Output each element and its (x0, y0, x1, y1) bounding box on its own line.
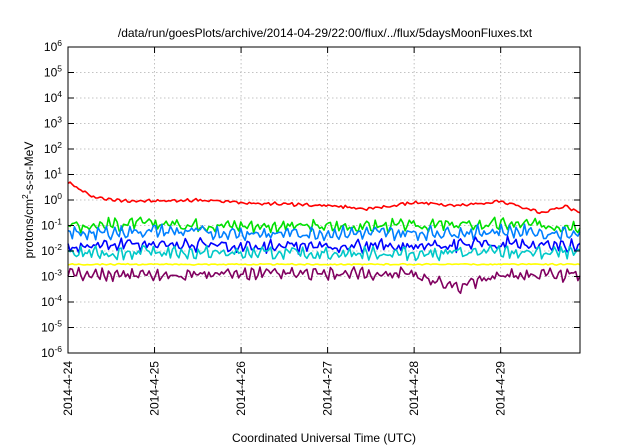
y-tick-exponent: -1 (54, 217, 62, 227)
y-tick-base: 10 (44, 66, 58, 80)
y-tick-exponent: 6 (57, 38, 62, 48)
y-tick-label: 10-5 (41, 319, 62, 335)
y-tick-exponent: -2 (54, 242, 62, 252)
y-tick-base: 10 (41, 295, 55, 309)
y-tick-base: 10 (41, 270, 55, 284)
series-line-5 (67, 244, 581, 262)
y-tick-base: 10 (41, 321, 55, 335)
y-tick-base: 10 (41, 346, 55, 360)
x-axis-ticks: 2014-4-24 2014-4-25 2014-4-26 2014-4-27 2014… (61, 47, 508, 416)
y-tick-label: 10-1 (41, 217, 62, 233)
y-tick-exponent: 5 (57, 64, 62, 74)
y-tick-base: 10 (44, 91, 58, 105)
y-tick-exponent: -4 (54, 293, 62, 303)
y-tick-exponent: 0 (57, 191, 62, 201)
y-tick-label: 103 (44, 115, 62, 131)
y-tick-base: 10 (44, 40, 58, 54)
y-tick-label: 10-2 (41, 242, 62, 258)
x-tick-label: 2014-4-29 (494, 361, 508, 416)
x-tick-label: 2014-4-24 (61, 361, 75, 416)
x-tick-label: 2014-4-28 (407, 361, 421, 416)
y-tick-label: 101 (44, 166, 62, 182)
series-line-6 (67, 262, 581, 266)
chart-title: /data/run/goesPlots/archive/2014-04-29/2… (118, 26, 533, 40)
y-tick-label: 104 (44, 89, 62, 105)
y-tick-label: 100 (44, 191, 62, 207)
y-tick-base: 10 (41, 244, 55, 258)
y-tick-base: 10 (44, 168, 58, 182)
y-tick-base: 10 (44, 117, 58, 131)
y-tick-label: 10-6 (41, 344, 62, 360)
y-axis-label-part: protons/cm (22, 199, 36, 258)
y-axis-label-exponent: 2 (20, 194, 30, 199)
y-axis-ticks: 10610510410310210110010-110-210-310-410-… (41, 38, 580, 360)
y-tick-label: 105 (44, 64, 62, 80)
y-tick-exponent: -5 (54, 319, 62, 329)
y-tick-exponent: -6 (54, 344, 62, 354)
series-line-7 (67, 266, 581, 295)
y-tick-base: 10 (41, 219, 55, 233)
y-tick-exponent: 4 (57, 89, 62, 99)
y-axis-label-part: -s-sr-MeV (22, 142, 36, 195)
y-tick-base: 10 (44, 193, 58, 207)
y-tick-label: 10-4 (41, 293, 62, 309)
grid-lines (68, 47, 580, 353)
y-tick-exponent: 3 (57, 115, 62, 125)
series-line-4 (67, 235, 581, 255)
series-lines (67, 181, 581, 295)
y-tick-exponent: 1 (57, 166, 62, 176)
y-tick-label: 10-3 (41, 268, 62, 284)
y-tick-exponent: 2 (57, 140, 62, 150)
y-tick-exponent: -3 (54, 268, 62, 278)
x-axis-label: Coordinated Universal Time (UTC) (232, 431, 416, 445)
series-line-3 (67, 223, 581, 242)
y-tick-label: 106 (44, 38, 62, 54)
x-tick-label: 2014-4-27 (321, 361, 335, 416)
series-line-1 (67, 181, 581, 215)
x-tick-label: 2014-4-25 (148, 361, 162, 416)
y-tick-label: 102 (44, 140, 62, 156)
x-tick-label: 2014-4-26 (234, 361, 248, 416)
y-axis-label: protons/cm2-s-sr-MeV (20, 142, 36, 259)
y-tick-base: 10 (44, 142, 58, 156)
